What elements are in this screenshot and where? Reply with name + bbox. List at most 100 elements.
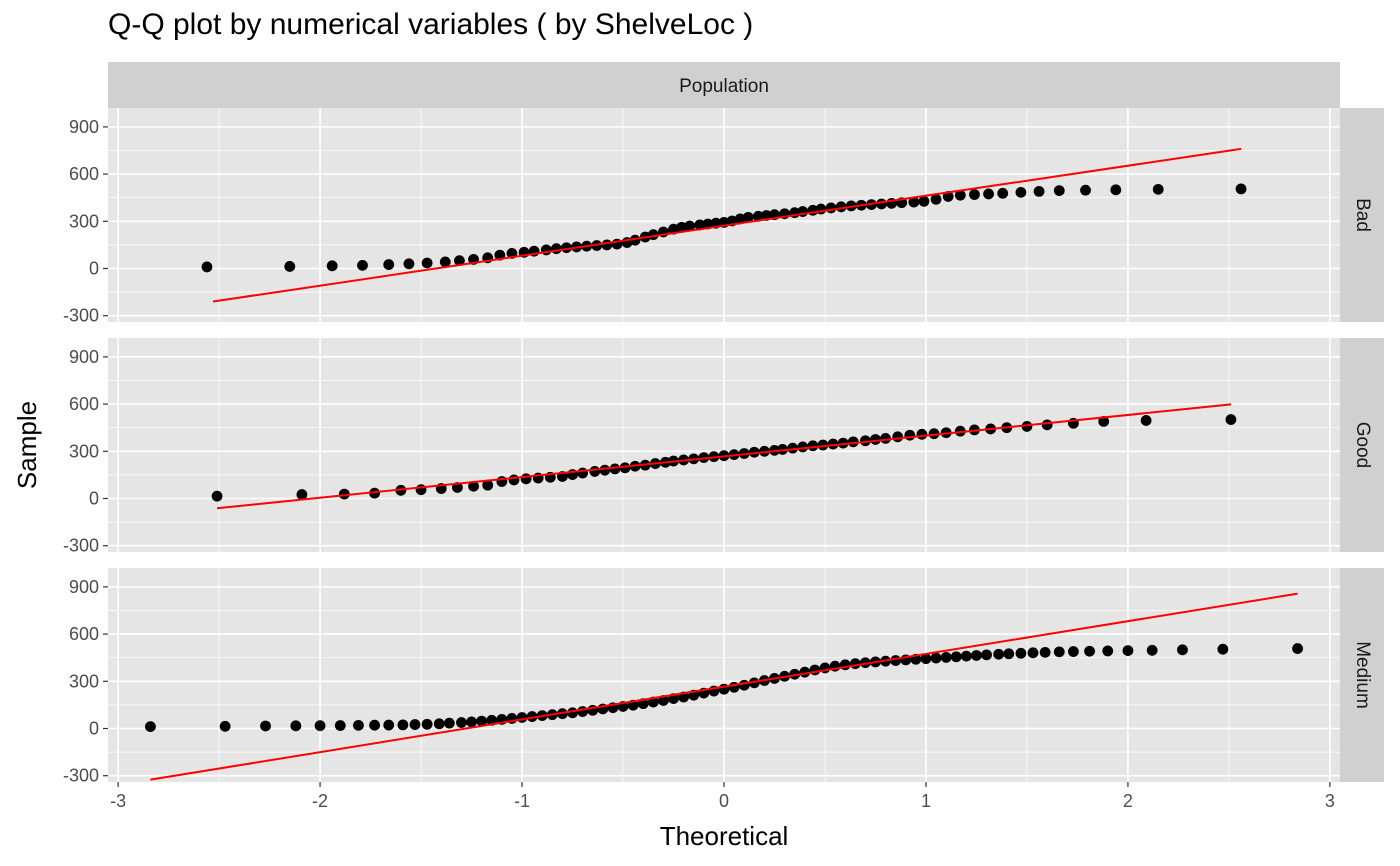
y-axis-title: Sample <box>12 401 42 489</box>
qq-point <box>827 438 839 450</box>
qq-point <box>1110 184 1122 196</box>
qq-point <box>870 434 881 445</box>
qq-point <box>439 256 451 268</box>
qq-point <box>817 439 829 451</box>
qq-point <box>1041 419 1053 431</box>
y-tick-label: -300 <box>63 536 99 556</box>
qq-point <box>971 650 982 661</box>
y-tick-label: 300 <box>69 211 99 231</box>
qq-point <box>954 189 966 201</box>
y-tick-label: 0 <box>89 259 99 279</box>
qq-point <box>1140 415 1152 426</box>
qq-point <box>983 188 994 200</box>
x-tick-label: -1 <box>514 791 530 811</box>
qq-point <box>577 706 589 717</box>
qq-point <box>1122 645 1134 657</box>
qq-point <box>508 474 520 486</box>
qq-point <box>357 259 368 271</box>
qq-point <box>1015 647 1027 659</box>
qq-point <box>837 437 849 449</box>
qq-point <box>369 719 380 731</box>
qq-reference-line <box>212 147 1242 303</box>
x-tick-label: 3 <box>1325 791 1335 811</box>
qq-point <box>1217 643 1229 655</box>
qq-point <box>466 716 477 728</box>
qq-point <box>383 719 395 731</box>
qq-point <box>738 679 750 691</box>
qq-point <box>734 213 746 225</box>
qq-point <box>421 718 433 730</box>
qq-point <box>1015 186 1027 198</box>
chart-title: Q-Q plot by numerical variables ( by She… <box>108 8 754 41</box>
y-tick-label: -300 <box>63 766 99 786</box>
qq-point <box>211 490 223 502</box>
qq-point <box>1068 646 1079 657</box>
qq-point <box>981 649 992 661</box>
qq-point <box>403 258 415 270</box>
qq-point <box>476 715 488 727</box>
y-tick-label: 600 <box>69 624 99 644</box>
qq-point <box>219 720 231 732</box>
qq-point <box>540 244 552 256</box>
qq-point <box>415 484 427 496</box>
y-tick-label: 600 <box>69 164 99 184</box>
qq-point <box>409 719 421 730</box>
y-tick-label: 900 <box>69 347 99 367</box>
qq-point <box>1292 643 1303 654</box>
qq-point <box>1033 185 1045 197</box>
qq-point <box>1084 645 1095 657</box>
y-tick-label: 600 <box>69 394 99 414</box>
qq-point <box>550 243 562 255</box>
x-tick-label: -2 <box>312 791 328 811</box>
strip-label-medium: Medium <box>1352 641 1373 709</box>
qq-point <box>918 195 930 207</box>
qq-point <box>904 429 916 441</box>
qq-point <box>1053 185 1065 197</box>
qq-point <box>1152 183 1164 195</box>
y-tick-label: 0 <box>89 719 99 739</box>
qq-point <box>201 261 213 273</box>
qq-point <box>601 239 613 251</box>
qq-point <box>969 189 980 200</box>
qq-point <box>589 466 601 477</box>
qq-point <box>930 193 942 205</box>
qq-point <box>577 467 589 479</box>
qq-point <box>433 718 445 730</box>
qq-point <box>940 651 952 663</box>
panel-good: -300 0 300 600 900 Good <box>63 338 1384 556</box>
qq-point <box>326 260 338 272</box>
qq-point <box>397 719 409 731</box>
qq-point <box>797 441 809 453</box>
panel-medium: -300 0 300 600 900 Medium <box>63 568 1384 786</box>
qq-point <box>997 187 1009 199</box>
qq-point <box>960 650 972 662</box>
qq-point <box>353 719 364 731</box>
panel-bad: -300 0 300 600 900 Bad <box>63 108 1384 326</box>
qq-point <box>849 658 861 670</box>
facet-panels: -300 0 300 600 900 Bad -300 0 300 600 900 Good -300 0… <box>63 108 1384 786</box>
qq-point <box>1003 648 1015 660</box>
qq-point <box>421 257 433 269</box>
qq-point <box>296 489 308 500</box>
strip-right-bg <box>1340 338 1384 552</box>
qq-point <box>284 261 296 272</box>
x-tick-label: 1 <box>921 791 931 811</box>
x-tick-label: 2 <box>1123 791 1133 811</box>
qq-point <box>369 487 380 499</box>
y-tick-label: 300 <box>69 671 99 691</box>
qq-point <box>520 473 532 485</box>
x-axis: -3 -2 -1 0 1 2 3 <box>110 782 1335 811</box>
qq-point <box>916 428 928 440</box>
x-tick-label: 0 <box>719 791 729 811</box>
qq-point <box>908 196 920 208</box>
qq-point <box>454 255 465 267</box>
y-tick-label: -300 <box>63 306 99 326</box>
x-axis-title: Theoretical <box>660 821 789 851</box>
qq-point <box>807 440 819 452</box>
qq-point <box>482 479 494 491</box>
qq-point <box>1053 646 1065 658</box>
qq-point <box>876 198 887 210</box>
strip-top-bg <box>108 62 1340 108</box>
qq-point <box>599 464 611 476</box>
qq-point <box>684 220 696 232</box>
